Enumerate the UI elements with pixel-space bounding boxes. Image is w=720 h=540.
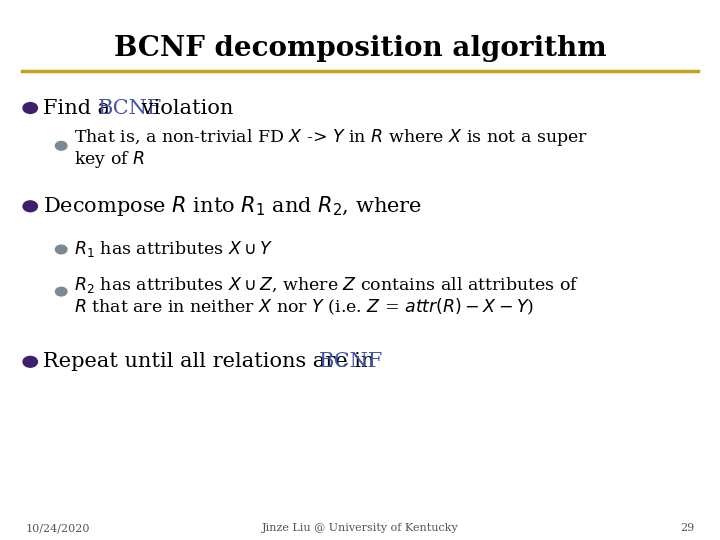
Text: $R$ that are in neither $X$ nor $Y$ (i.e. $Z$ = $\mathit{attr}(R) - X - Y$): $R$ that are in neither $X$ nor $Y$ (i.e… bbox=[74, 296, 534, 317]
Text: BCNF: BCNF bbox=[319, 352, 383, 372]
Text: BCNF decomposition algorithm: BCNF decomposition algorithm bbox=[114, 35, 606, 62]
Text: Decompose $R$ into $R_1$ and $R_2$, where: Decompose $R$ into $R_1$ and $R_2$, wher… bbox=[43, 194, 423, 218]
Circle shape bbox=[23, 201, 37, 212]
Text: That is, a non-trivial FD $X$ -> $Y$ in $R$ where $X$ is not a super: That is, a non-trivial FD $X$ -> $Y$ in … bbox=[74, 127, 588, 148]
Text: Repeat until all relations are in: Repeat until all relations are in bbox=[43, 352, 382, 372]
Text: violation: violation bbox=[135, 98, 234, 118]
Text: BCNF: BCNF bbox=[98, 98, 162, 118]
Text: $R_1$ has attributes $X \cup Y$: $R_1$ has attributes $X \cup Y$ bbox=[74, 239, 274, 260]
Circle shape bbox=[23, 103, 37, 113]
Circle shape bbox=[23, 356, 37, 367]
Text: 29: 29 bbox=[680, 523, 695, 533]
Text: $R_2$ has attributes $X \cup Z$, where $Z$ contains all attributes of: $R_2$ has attributes $X \cup Z$, where $… bbox=[74, 275, 580, 295]
Circle shape bbox=[55, 245, 67, 254]
Text: 10/24/2020: 10/24/2020 bbox=[25, 523, 90, 533]
Circle shape bbox=[55, 141, 67, 150]
Text: key of $R$: key of $R$ bbox=[74, 149, 145, 170]
Circle shape bbox=[55, 287, 67, 296]
Text: Jinze Liu @ University of Kentucky: Jinze Liu @ University of Kentucky bbox=[261, 523, 459, 533]
Text: Find a: Find a bbox=[43, 98, 117, 118]
